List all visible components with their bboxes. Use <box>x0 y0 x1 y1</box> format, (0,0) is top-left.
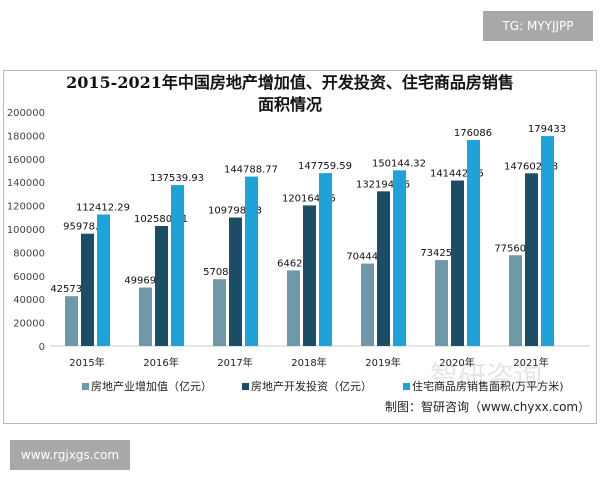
x-tick-label: 2020年 <box>439 356 474 369</box>
watermark-top: TG: MYYJJPP <box>483 11 593 41</box>
data-label: 132194.26 <box>356 179 410 190</box>
legend-label: 住宅商品房销售面积(万平方米) <box>412 380 564 393</box>
y-tick-label: 200000 <box>7 108 45 119</box>
bar <box>451 180 464 346</box>
legend-item-sales-area: 住宅商品房销售面积(万平方米) <box>403 378 564 394</box>
x-tick-label: 2018年 <box>291 356 326 369</box>
y-tick-label: 40000 <box>13 295 45 306</box>
bar <box>467 139 480 346</box>
y-tick-label: 140000 <box>7 178 45 189</box>
data-label: 102580.61 <box>134 214 188 225</box>
data-label: 42573.8 <box>50 284 91 295</box>
x-tick-label: 2021年 <box>513 356 548 369</box>
x-tick-label: 2016年 <box>143 356 178 369</box>
data-label: 141442.95 <box>430 169 484 180</box>
bar <box>287 270 300 346</box>
data-label: 150144.32 <box>372 158 426 169</box>
y-tick-label: 180000 <box>7 131 45 142</box>
y-tick-label: 0 <box>39 342 45 353</box>
bar <box>65 296 78 346</box>
bar <box>361 263 374 346</box>
data-label: 64623 <box>277 258 309 269</box>
data-label: 73425.3 <box>420 248 461 259</box>
watermark-bottom: www.rgjxgs.com <box>10 440 130 470</box>
bar <box>509 255 522 346</box>
data-label: 70444.8 <box>346 252 387 263</box>
x-tick-label: 2017年 <box>217 356 252 369</box>
x-tick-label: 2019年 <box>365 356 400 369</box>
bar <box>171 185 184 346</box>
y-tick-label: 120000 <box>7 202 45 213</box>
data-label: 176086 <box>454 128 492 139</box>
y-tick-label: 80000 <box>13 248 45 259</box>
data-label: 77560.8 <box>494 243 535 254</box>
bar <box>155 225 168 346</box>
bar <box>213 279 226 346</box>
bar <box>139 287 152 346</box>
data-label: 57086 <box>203 267 235 278</box>
legend-label: 房地产业增加值（亿元） <box>91 380 212 393</box>
bar <box>435 260 448 346</box>
legend-swatch <box>82 382 89 390</box>
y-tick-label: 60000 <box>13 272 45 283</box>
y-tick-label: 100000 <box>7 225 45 236</box>
bar <box>303 205 316 346</box>
bar <box>81 233 94 346</box>
y-tick-label: 160000 <box>7 155 45 166</box>
data-label: 147602.08 <box>504 161 558 172</box>
bar <box>319 173 332 346</box>
bar <box>229 217 242 346</box>
legend-item-value-added: 房地产业增加值（亿元） <box>82 378 212 394</box>
legend-item-investment: 房地产开发投资（亿元） <box>242 378 372 394</box>
bar <box>377 191 390 346</box>
data-label: 144788.77 <box>224 165 278 176</box>
x-tick-label: 2015年 <box>69 356 104 369</box>
data-label: 137539.93 <box>150 173 204 184</box>
bar <box>525 173 538 346</box>
bar <box>393 170 406 346</box>
data-label: 179433 <box>528 124 566 135</box>
legend-label: 房地产开发投资（亿元） <box>251 380 372 393</box>
source-note: 制图：智研咨询（www.chyxx.com） <box>385 400 591 414</box>
chart-frame <box>3 70 597 424</box>
legend-swatch <box>242 382 249 390</box>
bar <box>97 214 110 346</box>
data-label: 95978.85 <box>63 222 111 233</box>
bar <box>245 176 258 346</box>
y-tick-label: 20000 <box>13 319 45 330</box>
data-label: 109798.53 <box>208 206 262 217</box>
legend-swatch <box>403 382 410 390</box>
data-label: 112412.29 <box>76 202 130 213</box>
data-label: 49969.4 <box>124 276 165 287</box>
data-label: 147759.59 <box>298 161 352 172</box>
data-label: 120164.75 <box>282 193 336 204</box>
watermark-logo: 智研咨询 <box>430 360 543 393</box>
bar <box>541 136 554 346</box>
chart-title: 2015-2021年中国房地产增加值、开发投资、住宅商品房销售面积情况 <box>66 73 514 114</box>
